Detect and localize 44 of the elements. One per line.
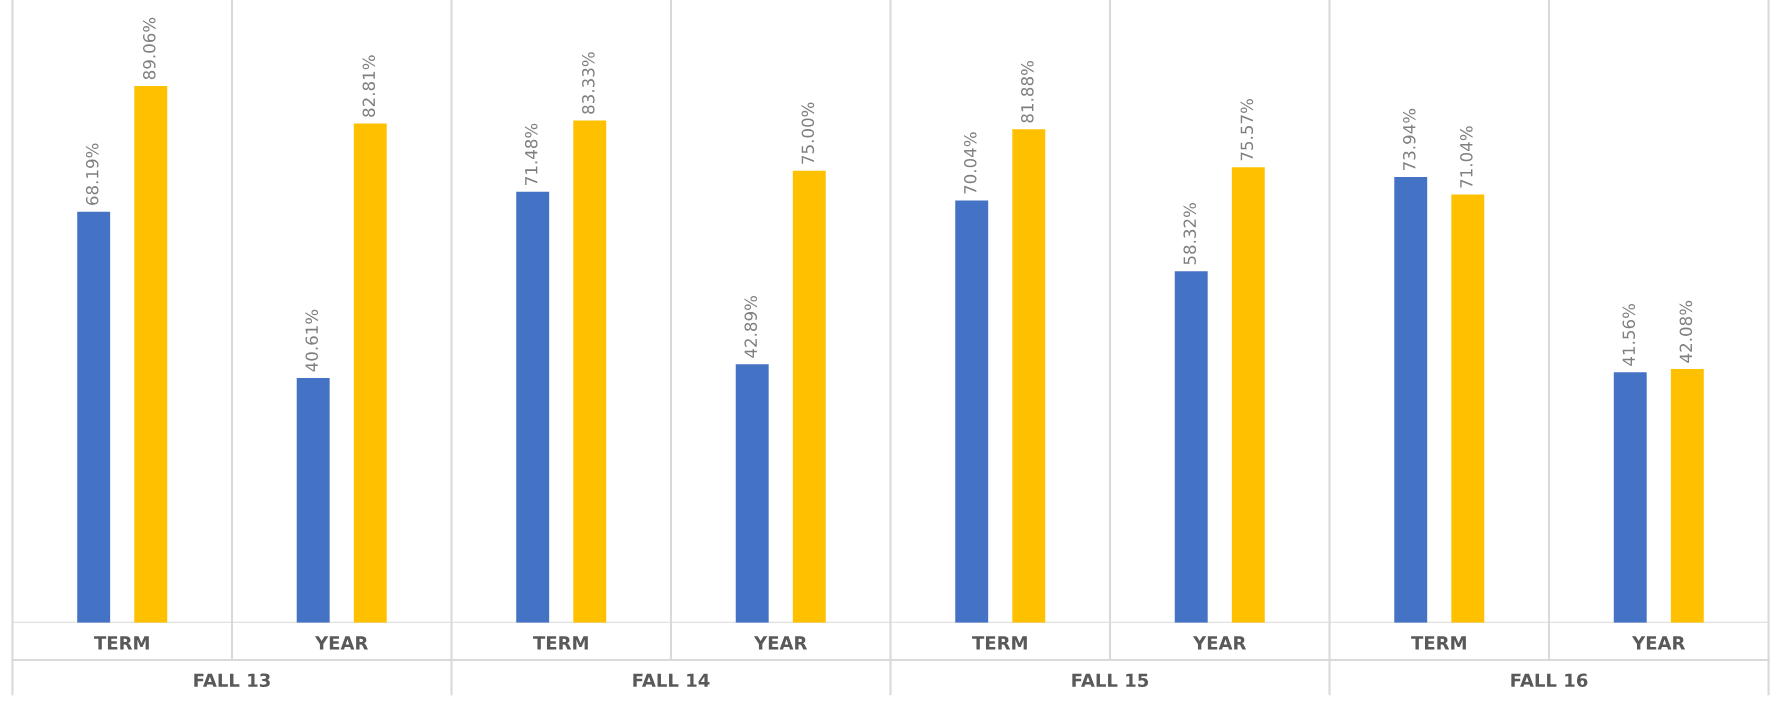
data-label: 71.48% [524,123,538,185]
bar [955,200,989,623]
data-label: 42.89% [744,295,758,358]
data-label: 83.33% [582,52,595,114]
bar [1451,194,1485,623]
x-tick-label: YEAR [314,636,369,650]
data-label: 42.08% [1679,300,1693,363]
text: FALL 14 [633,673,710,687]
bar [1231,167,1265,623]
data-label: 71.04% [1460,126,1473,188]
data-label: 75.00% [801,102,815,164]
data-label: 73.94% [1402,108,1416,171]
x-tick-label: YEAR [753,636,808,650]
bar [1670,369,1704,623]
x-tick-label: YEAR [1631,636,1686,650]
x-tick-label: YEAR [1192,636,1247,650]
data-label: 82.81% [362,55,376,117]
bar [516,191,550,623]
x-tick-label: TERM [94,636,149,650]
bar [296,377,330,623]
x-tick-label: TERM [533,636,588,650]
bar [1613,372,1647,623]
data-label: 58.32% [1183,202,1197,265]
data-label: 41.56% [1622,304,1636,366]
data-label: 89.06% [142,17,156,80]
bar [1174,271,1208,623]
data-label: 68.19% [85,143,99,205]
data-label: 75.57% [1240,99,1254,161]
bar [134,85,168,623]
text: FALL 15 [1072,673,1149,688]
bar [1394,177,1428,623]
bar [573,120,607,623]
data-label: 40.61% [305,309,319,372]
bar [792,170,826,623]
bar [735,364,769,623]
data-label: 81.88% [1021,60,1034,123]
bar [353,123,387,623]
x-tick-label: TERM [972,636,1027,650]
bar [77,211,111,623]
text: FALL 16 [1511,673,1588,688]
text: FALL 13 [194,673,270,688]
x-tick-label: TERM [1411,636,1466,650]
data-label: 70.04% [963,132,977,194]
bar [1012,129,1046,623]
